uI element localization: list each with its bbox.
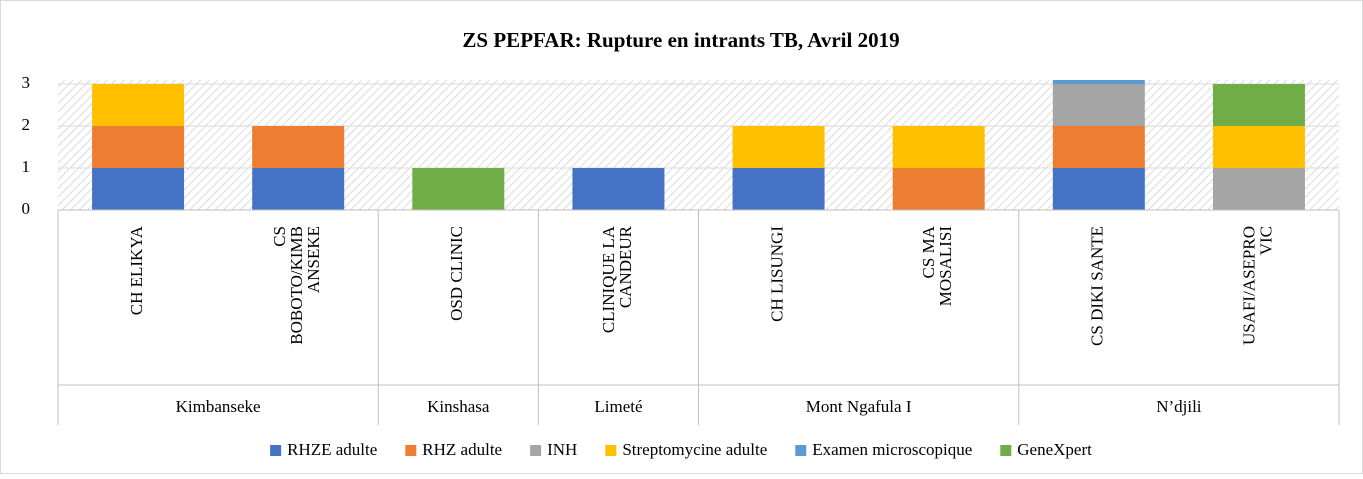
legend-label: RHZE adulte [287,440,377,459]
bar-segment [1212,168,1305,210]
plot-background [58,80,1339,210]
legend-label: GeneXpert [1017,440,1092,459]
group-label: Limeté [594,397,642,416]
x-tick-label: ANSEKE [304,226,323,293]
bar-segment [1212,84,1305,126]
legend-swatch [795,445,807,456]
bar-segment [732,168,825,210]
bar-segment [892,126,985,168]
y-tick-label: 0 [22,199,31,218]
x-tick-label: CS MA [919,225,938,278]
x-tick-label: MOSALISI [936,226,955,307]
bar-segment [732,126,825,168]
bar-segment [1052,80,1145,84]
legend-swatch [605,445,617,456]
group-label: N’djili [1156,397,1202,416]
legend-label: Streptomycine adulte [622,440,767,459]
chart-title: ZS PEPFAR: Rupture en intrants TB, Avril… [462,28,899,52]
bar-segment [1052,168,1145,210]
bars [92,80,1305,210]
bar-segment [572,168,665,210]
x-tick-label: CLINIQUE LA [599,225,618,333]
legend-swatch [530,445,542,456]
x-tick-label: OSD CLINIC [447,226,466,321]
legend-label: INH [547,440,577,459]
x-tick-label: CH ELIKYA [127,225,146,315]
group-label: Kinshasa [427,397,490,416]
y-tick-label: 1 [22,157,31,176]
legend-swatch [270,445,282,456]
legend-label: RHZ adulte [422,440,502,459]
y-tick-label: 2 [22,115,31,134]
bar-segment [92,168,185,210]
legend-label: Examen microscopique [812,440,972,459]
group-label: Kimbanseke [176,397,261,416]
bar-segment [1212,126,1305,168]
bar-segment [412,168,505,210]
bar-segment [252,126,345,168]
x-tick-label: CH LISUNGI [767,226,786,322]
bar-segment [1052,84,1145,126]
y-tick-label: 3 [22,73,31,92]
x-tick-label: CS [270,226,289,247]
x-tick-label: USAFI/ASEPRO [1239,226,1258,345]
bar-segment [892,168,985,210]
x-tick-label: CANDEUR [616,225,635,308]
bar-segment [92,126,185,168]
legend-swatch [405,445,417,456]
bar-segment [252,168,345,210]
bar-segment [92,84,185,126]
group-label: Mont Ngafula I [806,397,912,416]
bar-segment [1052,126,1145,168]
x-tick-label: BOBOTO/KIMB [287,226,306,345]
x-tick-label: CS DIKI SANTE [1088,226,1107,346]
x-tick-label: VIC [1256,226,1275,255]
legend-swatch [1000,445,1012,456]
